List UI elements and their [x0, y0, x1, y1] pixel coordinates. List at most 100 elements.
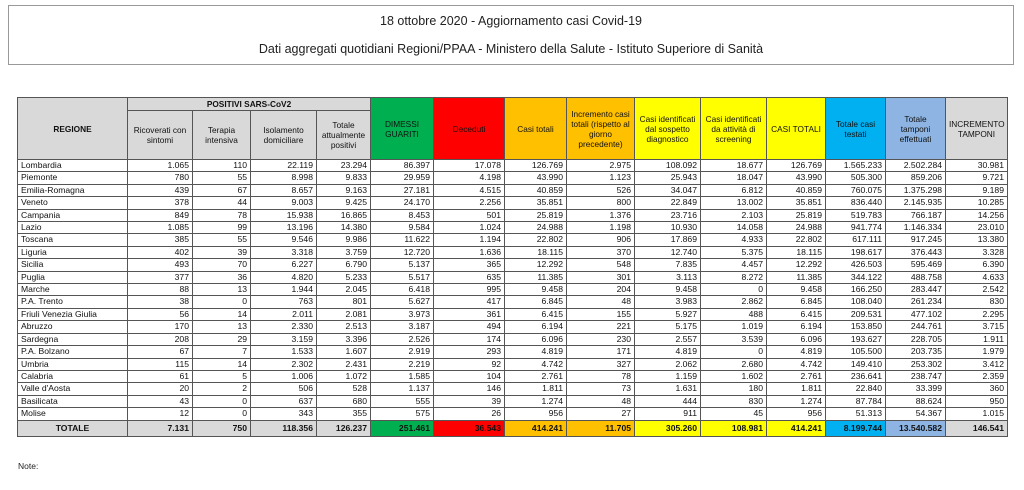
cell: 15.938 — [250, 208, 317, 223]
cell: 6.194 — [504, 320, 567, 334]
region-name: Molise — [17, 407, 128, 421]
cell: 637 — [250, 394, 317, 409]
table-row: Campania 849 78 15.938 16.865 8.453 501 25.819 1… — [17, 208, 1008, 223]
cell: 2.975 — [566, 158, 635, 173]
cell: 8.272 — [700, 270, 767, 285]
cell: 17.869 — [634, 233, 701, 247]
table-row: Calabria 61 5 1.006 1.072 1.585 104 2.761 78 1.15… — [17, 369, 1008, 384]
cell: 9.003 — [250, 196, 317, 210]
cell: 29.959 — [370, 171, 434, 185]
cell: 378 — [127, 196, 193, 210]
cell: 9.163 — [316, 183, 371, 198]
cell: 4.515 — [433, 183, 505, 198]
cell: 5.627 — [370, 295, 434, 309]
cell: 3.539 — [700, 332, 767, 347]
subtitle: Dati aggregati quotidiani Regioni/PPAA -… — [258, 42, 764, 56]
cell: 48 — [566, 394, 635, 409]
cell: 1.533 — [250, 345, 317, 359]
cell: 14.256 — [945, 208, 1008, 223]
column-header: DIMESSI GUARITI — [370, 97, 434, 160]
table-row: Emilia-Romagna 439 67 8.657 9.163 27.181 4.515… — [17, 183, 1008, 198]
cell: 3.113 — [634, 270, 701, 285]
cell: 2.680 — [700, 357, 767, 371]
cell: 680 — [316, 394, 371, 409]
cell: 3.187 — [370, 320, 434, 334]
cell: 343 — [250, 407, 317, 421]
cell: 426.503 — [825, 258, 886, 272]
table-row: Lombardia 1.065 110 22.119 23.294 86.397 17.07… — [17, 158, 1008, 173]
cell: 494 — [433, 320, 505, 334]
cell: 635 — [433, 270, 505, 285]
cell: 180 — [700, 382, 767, 396]
cell: 2.862 — [700, 295, 767, 309]
cell: 0 — [192, 295, 251, 309]
cell: 39 — [433, 394, 505, 409]
cell: 402 — [127, 245, 193, 260]
table-row: Lazio 1.085 99 13.196 14.380 9.584 1.024 24.988… — [17, 221, 1008, 235]
cell: 4.820 — [250, 270, 317, 285]
region-name: Valle d'Aosta — [17, 382, 128, 396]
table-row: Basilicata 43 0 637 680 555 39 1.274 48 444 830 1.2… — [17, 394, 1008, 409]
cell: 70 — [192, 258, 251, 272]
cell: 18.115 — [766, 245, 826, 260]
column-header: Casi identificati dal sospetto diagnosti… — [634, 97, 701, 160]
table-row: Umbria 115 14 2.302 2.431 2.219 92 4.742 327 2.06… — [17, 357, 1008, 371]
cell: 88.624 — [885, 394, 946, 409]
cell: 444 — [634, 394, 701, 409]
cell: 283.447 — [885, 283, 946, 297]
cell: 9.458 — [504, 283, 567, 297]
cell: 230 — [566, 332, 635, 347]
cell: 956 — [504, 407, 567, 421]
cell: 9.458 — [766, 283, 826, 297]
cell: 9.986 — [316, 233, 371, 247]
region-header: REGIONE — [17, 97, 128, 160]
total-cell: 126.237 — [316, 419, 371, 437]
table-row: Friuli Venezia Giulia 56 14 2.011 2.081 3.973… — [17, 307, 1008, 322]
cell: 43.990 — [766, 171, 826, 185]
cell: 360 — [945, 382, 1008, 396]
cell: 488.758 — [885, 270, 946, 285]
cell: 56 — [127, 307, 193, 322]
cell: 8.998 — [250, 171, 317, 185]
cell: 830 — [945, 295, 1008, 309]
region-name: Abruzzo — [17, 320, 128, 334]
cell: 253.302 — [885, 357, 946, 371]
cell: 1.944 — [250, 283, 317, 297]
cell: 4.933 — [700, 233, 767, 247]
cell: 126.769 — [504, 158, 567, 173]
total-cell: 146.541 — [945, 419, 1008, 437]
cell: 906 — [566, 233, 635, 247]
cell: 1.631 — [634, 382, 701, 396]
cell: 25.819 — [504, 208, 567, 223]
cell: 22.802 — [766, 233, 826, 247]
cell: 12.720 — [370, 245, 434, 260]
cell: 12.740 — [634, 245, 701, 260]
cell: 2 — [192, 382, 251, 396]
cell: 555 — [370, 394, 434, 409]
cell: 18.677 — [700, 158, 767, 173]
region-name: Lombardia — [17, 158, 128, 173]
cell: 29 — [192, 332, 251, 347]
cell: 1.585 — [370, 369, 434, 384]
cell: 2.761 — [766, 369, 826, 384]
cell: 14 — [192, 357, 251, 371]
cell: 153.850 — [825, 320, 886, 334]
cell: 9.721 — [945, 171, 1008, 185]
cell: 228.705 — [885, 332, 946, 347]
cell: 385 — [127, 233, 193, 247]
cell: 3.396 — [316, 332, 371, 347]
cell: 917.245 — [885, 233, 946, 247]
cell: 23.294 — [316, 158, 371, 173]
region-name: P.A. Trento — [17, 295, 128, 309]
cell: 439 — [127, 183, 193, 198]
cell: 0 — [700, 283, 767, 297]
total-label: TOTALE — [17, 419, 128, 437]
table-row: Piemonte 780 55 8.998 9.833 29.959 4.198 43.990… — [17, 171, 1008, 185]
cell: 13.196 — [250, 221, 317, 235]
cell: 956 — [766, 407, 826, 421]
cell: 193.627 — [825, 332, 886, 347]
cell: 73 — [566, 382, 635, 396]
cell: 40.859 — [504, 183, 567, 198]
cell: 1.146.334 — [885, 221, 946, 235]
cell: 1.911 — [945, 332, 1008, 347]
